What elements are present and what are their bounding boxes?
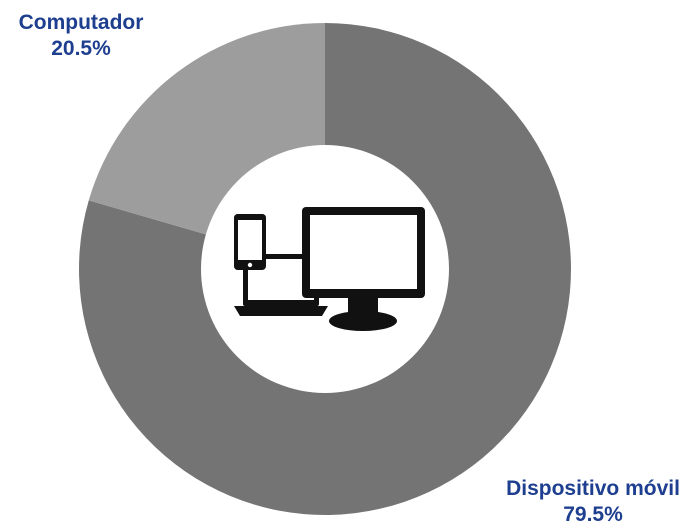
slice-name: Computador (18, 11, 144, 34)
slice-name: Dispositivo móvil (506, 477, 680, 500)
slice-value: 20.5% (51, 37, 111, 60)
slice-value: 79.5% (563, 503, 623, 526)
devices-icon (234, 207, 425, 331)
slice-label-dispositivo-movil: Dispositivo móvil 79.5% (495, 476, 691, 528)
slice-label-computador: Computador 20.5% (6, 10, 156, 62)
